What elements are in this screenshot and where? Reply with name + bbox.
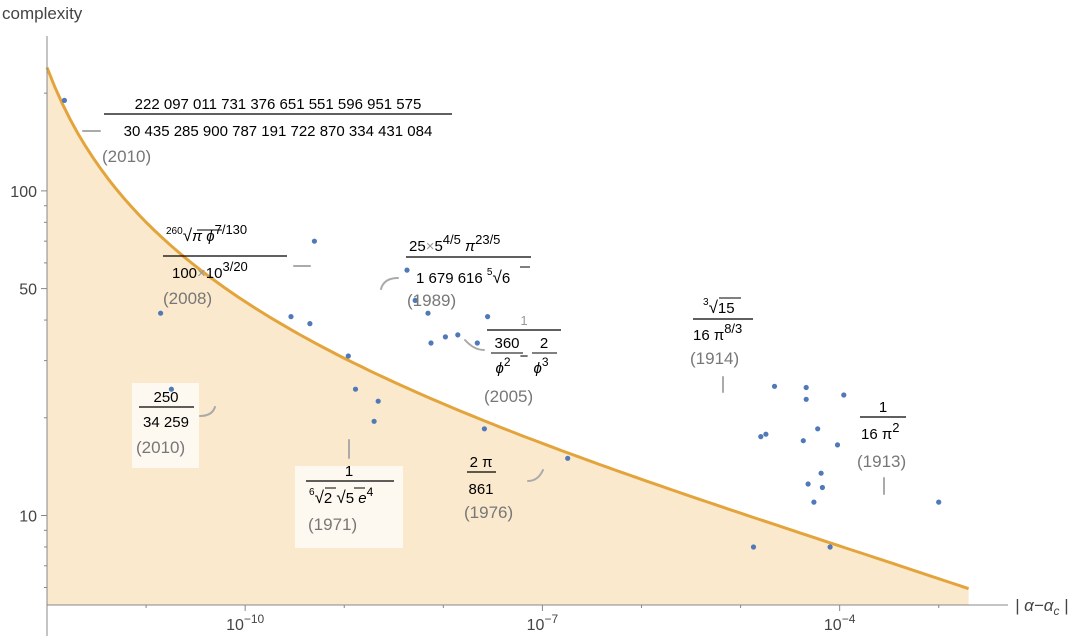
- x-tick-label: 10−4: [824, 612, 856, 634]
- data-point-32: [819, 484, 826, 491]
- x-tick-label: 10−10: [226, 612, 264, 634]
- data-point-15: [442, 334, 448, 340]
- data-point-19: [481, 426, 487, 432]
- data-point-24: [771, 383, 778, 389]
- data-point-16: [455, 332, 461, 338]
- annotation-1971-numerator: 1: [345, 463, 353, 480]
- y-tick-label: 10: [19, 508, 37, 525]
- bound-curve: [45, 66, 970, 591]
- annotation-1989-denominator: 1 679 616 5√6: [416, 267, 510, 287]
- data-point-17: [474, 340, 480, 346]
- data-point-7: [345, 353, 351, 359]
- data-point-31: [818, 470, 824, 476]
- annotation-2010-top-denominator: 30 435 285 900 787 191 722 870 334 431 0…: [124, 123, 433, 140]
- data-point-11: [404, 267, 410, 273]
- annotation-1914-year: (1914): [690, 349, 739, 368]
- annotation-2010-low-numerator: 250: [153, 389, 178, 406]
- data-point-23: [763, 431, 769, 437]
- annotation-2010-top: 222 097 011 731 376 651 551 596 951 575 …: [102, 96, 452, 166]
- annotation-1913-numerator: 1: [879, 399, 887, 416]
- annotation-1976-denominator: 861: [468, 481, 493, 498]
- annotation-1971: 1 6√2 √5 e4 (1971): [306, 463, 394, 534]
- annotation-2010-top-numerator: 222 097 011 731 376 651 551 596 951 575: [135, 96, 422, 113]
- annotation-2008-year: (2008): [163, 289, 212, 308]
- data-point-27: [803, 396, 809, 402]
- label-backdrop-2010-low: [132, 383, 199, 468]
- annotation-2005-f1-num: 360: [494, 335, 519, 352]
- data-point-3: [158, 310, 164, 316]
- annotation-2008-numerator: 260√π ϕ7/130: [166, 222, 247, 245]
- data-point-30: [815, 426, 821, 432]
- annotation-2008-denominator: 100×103/20: [172, 259, 248, 282]
- annotation-1976-year: (1976): [464, 503, 513, 522]
- x-ticks: 10−10 10−7 10−4: [46, 605, 940, 634]
- data-point-13: [425, 310, 431, 316]
- x-axis-title: | α−αc |: [1015, 596, 1069, 618]
- data-point-12: [412, 297, 418, 303]
- annotation-1913-year: (1913): [857, 452, 906, 471]
- annotation-1914-numerator: 3√15: [703, 297, 735, 317]
- data-point-14: [428, 340, 434, 346]
- y-tick-label: 50: [19, 282, 37, 299]
- annotation-1989: 25×54/5 π23/5 1 679 616 5√6 (1989): [406, 232, 531, 310]
- annotation-2005-top: 1: [520, 313, 527, 328]
- data-point-6: [307, 321, 313, 327]
- data-point-33: [827, 544, 833, 550]
- y-axis-title: complexity: [2, 4, 83, 23]
- annotation-2005-f2-num: 2: [540, 335, 548, 352]
- leader-2010-low: [199, 406, 216, 417]
- x-tick-label: 10−7: [527, 612, 559, 634]
- data-point-5: [288, 314, 294, 320]
- annotation-2008: 260√π ϕ7/130 100×103/20 (2008): [163, 222, 287, 308]
- annotation-1914-denominator: 16 π8/3: [693, 321, 742, 344]
- annotation-1976-numerator: 2 π: [470, 454, 493, 471]
- annotation-2005-f1-den: ϕ2: [495, 355, 510, 377]
- data-point-34: [834, 442, 841, 448]
- data-point-9: [375, 398, 381, 404]
- data-points: [61, 97, 942, 550]
- annotation-1913: 1 16 π2 (1913): [857, 399, 906, 471]
- data-point-28: [805, 481, 811, 487]
- label-backdrop-1971: [295, 466, 403, 548]
- bound-fill-area: [47, 67, 969, 605]
- data-point-21: [750, 544, 757, 550]
- data-point-4: [168, 386, 174, 392]
- annotation-1976: 2 π 861 (1976): [464, 454, 513, 522]
- leader-2005: [464, 339, 485, 351]
- data-point-26: [803, 384, 809, 391]
- data-point-20: [565, 455, 571, 461]
- annotation-2005-minus: −: [520, 348, 529, 365]
- y-ticks: 10 50 100: [10, 92, 47, 589]
- data-point-25: [800, 438, 806, 444]
- annotation-1971-year: (1971): [308, 515, 357, 534]
- callout-leaders: [82, 130, 885, 495]
- data-point-10: [371, 418, 377, 424]
- data-point-22: [758, 434, 764, 440]
- data-point-35: [841, 392, 847, 398]
- annotation-2005-f2-den: ϕ3: [533, 355, 548, 377]
- annotation-2005: 1 360 ϕ2 − 2 ϕ3 (2005): [484, 313, 561, 406]
- leader-1989: [380, 277, 399, 290]
- leader-1976: [527, 469, 544, 482]
- data-point-36: [936, 499, 942, 505]
- annotation-1914: 3√15 16 π8/3 (1914): [690, 297, 753, 368]
- annotation-1971-denominator: 6√2 √5 e4: [309, 485, 374, 507]
- annotation-1989-numerator: 25×54/5 π23/5: [409, 232, 500, 255]
- data-point-18: [485, 314, 491, 320]
- data-point-8: [352, 386, 359, 392]
- y-tick-label: 100: [10, 184, 37, 201]
- data-point-29: [811, 499, 817, 505]
- annotation-1989-year: (1989): [407, 291, 456, 310]
- annotation-2010-top-year: (2010): [102, 147, 151, 166]
- annotation-2005-year: (2005): [484, 387, 533, 406]
- annotation-2010-low: 250 34 259 (2010): [136, 389, 194, 457]
- annotation-2010-low-denominator: 34 259: [143, 414, 189, 431]
- data-point-1: [61, 97, 67, 103]
- data-point-2: [311, 238, 317, 244]
- annotation-1913-denominator: 16 π2: [861, 420, 899, 443]
- annotation-2010-low-year: (2010): [136, 438, 185, 457]
